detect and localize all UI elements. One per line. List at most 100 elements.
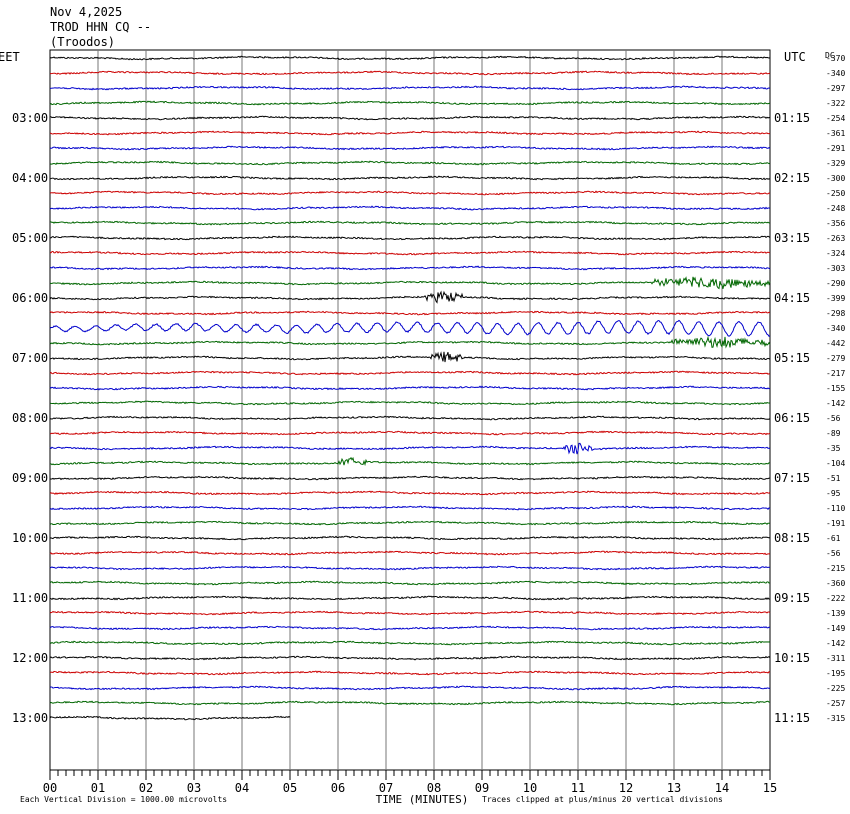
dc-offset-label: -139: [826, 609, 845, 618]
trace-4: [49, 115, 771, 121]
trace-8: [49, 175, 771, 181]
right-time-label: 05:15: [774, 351, 810, 365]
dc-offset-label: -110: [826, 504, 845, 513]
x-axis: 00 01 02 03 04 05 06 07 08 09 10 11 12 13 14 15: [43, 770, 777, 795]
grid-lines: [97, 50, 723, 770]
left-time-label: 11:00: [12, 591, 48, 605]
left-time-label: 07:00: [12, 351, 48, 365]
trace-22: [49, 385, 771, 391]
dc-offset-label: -297: [826, 84, 845, 93]
trace-14: [49, 265, 771, 271]
trace-0: [49, 55, 771, 61]
x-tick-label: 02: [139, 781, 153, 795]
dc-offset-label: -51: [826, 474, 841, 483]
dc-offset-label: -250: [826, 189, 845, 198]
trace-41: [49, 670, 771, 676]
dc-offset-label: -89: [826, 429, 841, 438]
left-time-label: 10:00: [12, 531, 48, 545]
trace-42: [49, 685, 771, 691]
right-time-label: 07:15: [774, 471, 810, 485]
trace-20: [49, 351, 771, 363]
trace-39: [49, 640, 771, 646]
dc-offset-label: -311: [826, 654, 845, 663]
trace-35: [49, 580, 771, 586]
trace-11: [49, 220, 771, 226]
trace-19: [49, 335, 771, 349]
dc-offset-label: -322: [826, 99, 845, 108]
dc-offset-label: -61: [826, 534, 841, 543]
x-tick-label: 10: [523, 781, 537, 795]
left-time-labels: 03:00 04:00 05:00 06:00 07:00 08:00 09:00 10:00…: [12, 111, 48, 725]
dc-offset-label: -222: [826, 594, 845, 603]
dc-offset-labels: -370 -340 -297 -322 -254 -361 -291 -329 -300 -250…: [826, 54, 845, 723]
trace-7: [49, 160, 771, 166]
dc-offset-label: -95: [826, 489, 841, 498]
trace-36: [49, 595, 771, 601]
trace-29: [49, 490, 771, 496]
dc-offset-label: -399: [826, 294, 845, 303]
right-time-label: 06:15: [774, 411, 810, 425]
right-time-label: 02:15: [774, 171, 810, 185]
x-tick-label: 13: [667, 781, 681, 795]
x-tick-label: 03: [187, 781, 201, 795]
x-tick-label: 01: [91, 781, 105, 795]
dc-offset-label: -155: [826, 384, 845, 393]
trace-6: [49, 145, 771, 151]
x-tick-label: 09: [475, 781, 489, 795]
x-tick-label: 15: [763, 781, 777, 795]
dc-offset-label: -217: [826, 369, 845, 378]
footer-right-note: Traces clipped at plus/minus 20 vertical…: [482, 795, 723, 804]
dc-offset-label: -263: [826, 234, 845, 243]
dc-offset-label: -225: [826, 684, 845, 693]
traces-group: [49, 55, 771, 721]
trace-31: [49, 520, 771, 526]
left-time-label: 04:00: [12, 171, 48, 185]
dc-label: DC: [825, 51, 835, 60]
left-time-label: 12:00: [12, 651, 48, 665]
x-tick-label: 06: [331, 781, 345, 795]
trace-28: [49, 475, 771, 481]
left-time-label: 13:00: [12, 711, 48, 725]
dc-offset-label: -303: [826, 264, 845, 273]
left-time-label: 03:00: [12, 111, 48, 125]
right-time-label: 08:15: [774, 531, 810, 545]
trace-21: [49, 370, 771, 376]
header-date: Nov 4,2025: [50, 5, 122, 19]
dc-offset-label: -56: [826, 549, 841, 558]
x-tick-label: 08: [427, 781, 441, 795]
header-location: (Troodos): [50, 35, 115, 49]
left-time-label: 08:00: [12, 411, 48, 425]
trace-13: [49, 250, 771, 256]
trace-1: [49, 70, 771, 76]
trace-9: [49, 190, 771, 196]
trace-30: [49, 505, 771, 511]
trace-23: [49, 400, 771, 406]
plot-frame: [49, 49, 771, 771]
dc-offset-label: -149: [826, 624, 845, 633]
trace-3: [49, 100, 771, 106]
trace-17: [49, 310, 771, 316]
header-station: TROD HHN CQ --: [50, 20, 151, 34]
x-tick-label: 05: [283, 781, 297, 795]
trace-34: [49, 565, 771, 571]
trace-12: [49, 235, 771, 241]
left-time-label: 06:00: [12, 291, 48, 305]
dc-offset-label: -195: [826, 669, 845, 678]
left-timezone-label: EET: [0, 50, 20, 64]
trace-24: [49, 415, 771, 421]
dc-offset-label: -361: [826, 129, 845, 138]
dc-offset-label: -215: [826, 564, 845, 573]
right-time-labels: 01:15 02:15 03:15 04:15 05:15 06:15 07:15 08:15…: [774, 111, 810, 725]
right-time-label: 01:15: [774, 111, 810, 125]
trace-44: [49, 715, 291, 721]
right-time-label: 11:15: [774, 711, 810, 725]
dc-offset-label: -442: [826, 339, 845, 348]
trace-38: [49, 625, 771, 631]
dc-offset-label: -104: [826, 459, 845, 468]
right-time-label: 04:15: [774, 291, 810, 305]
trace-32: [49, 535, 771, 541]
dc-offset-label: -257: [826, 699, 845, 708]
dc-offset-label: -356: [826, 219, 845, 228]
dc-offset-label: -56: [826, 414, 841, 423]
